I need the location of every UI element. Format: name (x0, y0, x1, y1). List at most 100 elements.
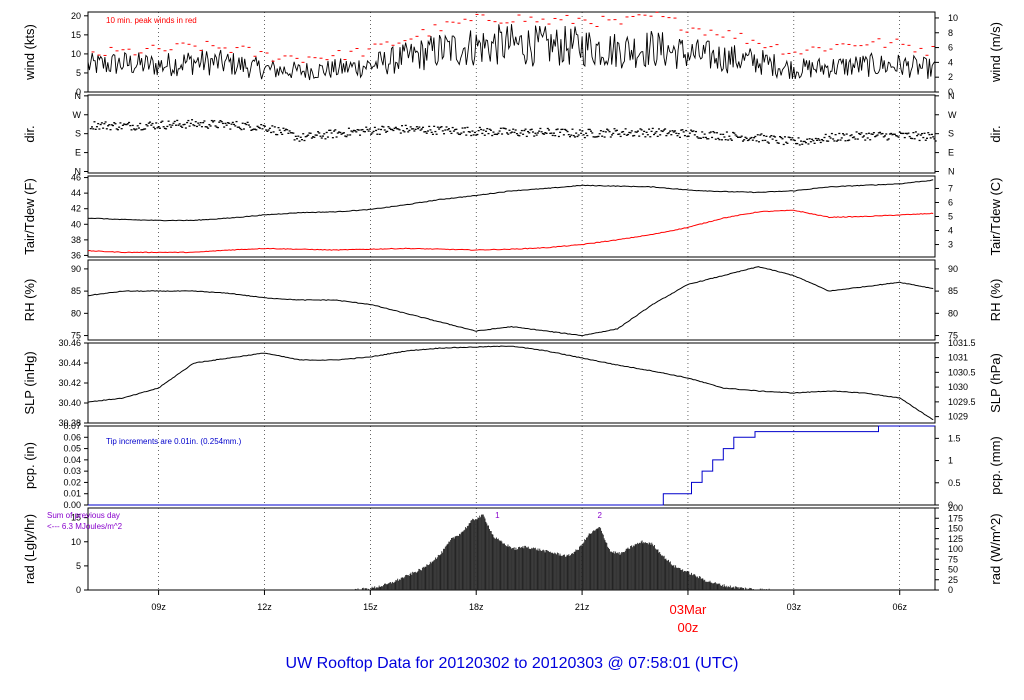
dir-dir-point (197, 122, 200, 124)
dir-dir-point (588, 128, 591, 131)
time-tick-label-7: 06z (892, 602, 907, 612)
dir-right-tick-label-0: N (948, 167, 955, 177)
dir-dir-point (144, 128, 147, 130)
dir-dir-point (661, 130, 664, 133)
dir-dir-point (393, 127, 396, 129)
dir-dir-point (649, 136, 652, 138)
dir-dir-point (707, 138, 710, 140)
dir-dir-point (241, 122, 244, 124)
dir-dir-point (377, 128, 380, 130)
dir-dir-point (638, 135, 641, 137)
temp-right-tick-label-0: 3 (948, 240, 953, 250)
dir-dir-point (352, 129, 355, 132)
dir-dir-point (151, 122, 154, 125)
dir-dir-point (119, 122, 122, 124)
dir-dir-point (934, 140, 937, 142)
dir-dir-point (809, 141, 812, 143)
dir-dir-point (530, 128, 533, 130)
dir-dir-point (585, 132, 588, 134)
rh-right-tick-label-0: 75 (948, 331, 958, 341)
dir-dir-point (380, 128, 383, 131)
dir-dir-point (881, 132, 884, 135)
dir-dir-point (355, 131, 358, 133)
dir-dir-point (714, 138, 717, 140)
dir-dir-point (178, 123, 181, 125)
dir-dir-point (903, 136, 906, 139)
dir-dir-point (424, 130, 427, 133)
dir-dir-point (871, 133, 874, 135)
dir-dir-point (250, 129, 253, 131)
dir-dir-point (401, 125, 404, 127)
wind-series-10-min-peak (91, 11, 935, 63)
dir-dir-point (370, 133, 373, 135)
dir-dir-point (418, 126, 421, 128)
dir-dir-point (676, 135, 679, 137)
dir-dir-point (502, 127, 505, 129)
rad-left-tick-label-0: 0 (76, 585, 81, 595)
dir-dir-point (215, 126, 218, 128)
rh-right-tick-label-1: 80 (948, 308, 958, 318)
dir-dir-point (160, 121, 163, 123)
dir-dir-point (276, 133, 279, 136)
dir-dir-point (125, 123, 128, 126)
dir-dir-point (546, 127, 549, 130)
dir-dir-point (137, 127, 140, 129)
dir-dir-point (838, 132, 841, 135)
dir-dir-point (814, 137, 817, 140)
dir-dir-point (452, 130, 455, 132)
dir-dir-point (246, 121, 249, 123)
dir-dir-point (630, 130, 633, 132)
dir-dir-point (93, 121, 96, 123)
slp-right-tick-label-0: 1029 (948, 412, 968, 422)
dir-dir-point (864, 139, 867, 141)
dir-dir-point (450, 132, 453, 135)
dir-dir-point (749, 137, 752, 139)
rad-annotation-line1: Sum of previous day (47, 511, 120, 520)
dir-dir-point (296, 138, 299, 140)
dir-dir-point (496, 133, 499, 136)
dir-dir-point (797, 137, 800, 139)
dir-dir-point (573, 136, 576, 138)
dir-right-tick-label-1: E (948, 148, 954, 158)
dir-dir-point (214, 125, 217, 127)
dir-dir-point (134, 129, 137, 131)
dir-dir-point (824, 133, 827, 136)
dir-dir-point (559, 131, 562, 133)
dir-dir-point (436, 126, 439, 128)
dir-dir-point (435, 133, 438, 135)
dir-dir-point (272, 131, 275, 133)
pcp-left-tick-label-2: 0.02 (63, 477, 81, 487)
dir-dir-point (776, 142, 779, 144)
dir-dir-point (672, 131, 675, 133)
dir-dir-point (173, 120, 176, 123)
panel-pcp: 0.000.01 0.020.030.040.05 0.060.07 0 0.5 1 1.5… (22, 421, 1003, 510)
dir-dir-point (460, 132, 463, 134)
dir-dir-point (692, 130, 695, 132)
dir-dir-point (256, 125, 259, 127)
dir-dir-point (767, 142, 770, 144)
dir-dir-point (666, 132, 669, 135)
dir-dir-point (415, 126, 418, 128)
dir-dir-point (335, 136, 338, 138)
dir-dir-point (928, 133, 931, 136)
wind-ylabel-left: wind (kts) (22, 24, 37, 81)
dir-dir-point (921, 132, 924, 135)
dir-dir-point (271, 125, 274, 127)
dir-dir-point (89, 127, 92, 130)
dir-dir-point (912, 131, 915, 134)
dir-dir-point (900, 132, 903, 134)
dir-dir-point (198, 124, 201, 126)
dir-dir-point (486, 127, 489, 130)
dir-dir-point (907, 132, 910, 134)
dir-dir-point (751, 139, 754, 141)
dir-dir-point (591, 132, 594, 134)
panel-slp: 30.38 30.40 30.42 30.44 30.46 1029 1029.5 1030 1… (22, 338, 1003, 428)
dir-dir-point (664, 128, 667, 130)
dir-dir-point (407, 131, 410, 133)
dir-left-tick-label-1: E (75, 148, 81, 158)
dir-dir-point (854, 138, 857, 140)
dir-dir-point (199, 122, 202, 124)
dir-dir-point (186, 121, 189, 124)
dir-dir-point (409, 126, 412, 128)
dir-dir-point (299, 136, 302, 138)
